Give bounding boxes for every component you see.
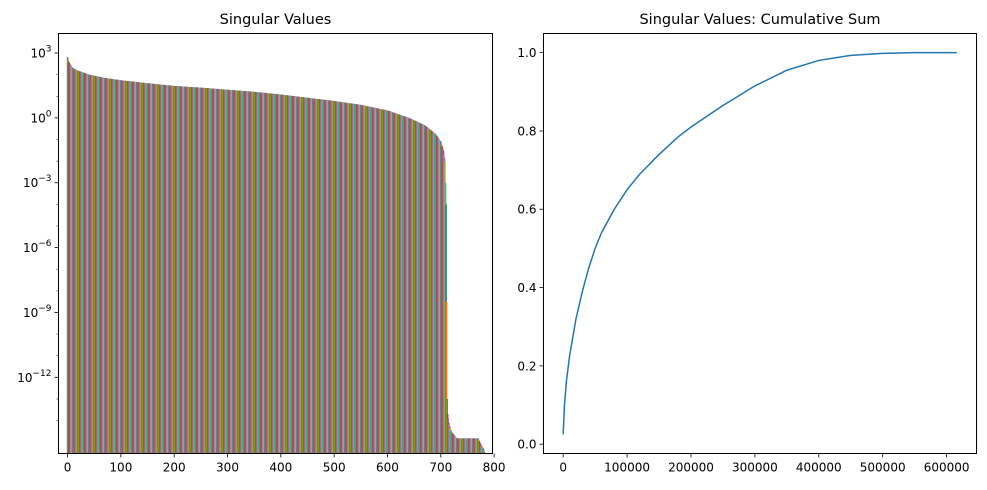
x-axis-cumulative-sum: 0 100000 200000 300000 400000 500000 600000: [559, 453, 970, 475]
panel-cumulative-sum: Singular Values: Cumulative Sum 0 100000 2…: [517, 12, 977, 475]
y-tick-label: 0.6: [517, 203, 536, 217]
x-tick-label: 100: [109, 461, 132, 475]
x-tick-label: 600000: [924, 461, 970, 475]
y-tick-label: 0.2: [517, 359, 536, 373]
x-tick-label: 200: [163, 461, 186, 475]
y-tick-label: 0.0: [517, 438, 536, 452]
y-tick-label: 0.4: [517, 281, 536, 295]
plot-area-singular-values: [66, 57, 486, 454]
x-tick-label: 300000: [732, 461, 778, 475]
axes-frame-cumulative-sum: [543, 33, 977, 454]
y-tick-label: 103: [30, 45, 51, 61]
y-tick-label: 10−12: [17, 369, 51, 385]
chart-title-singular-values: Singular Values: [220, 12, 332, 28]
y-tick-label: 10−3: [23, 174, 52, 190]
x-tick-label: 400000: [796, 461, 842, 475]
plot-area-cumulative-sum: [562, 51, 957, 435]
x-tick-label: 800: [483, 461, 506, 475]
y-tick-label: 10−6: [23, 239, 52, 255]
x-tick-label: 400: [269, 461, 292, 475]
x-tick-label: 100000: [604, 461, 650, 475]
chart-title-cumulative-sum: Singular Values: Cumulative Sum: [639, 12, 880, 28]
x-tick-label: 0: [559, 461, 567, 475]
x-tick-label: 600: [376, 461, 399, 475]
x-tick-label: 300: [216, 461, 239, 475]
axes-frame-singular-values: [58, 33, 493, 454]
x-tick-label: 500000: [860, 461, 906, 475]
y-axis-cumulative-sum: 0.0 0.2 0.4 0.6 0.8 1.0: [517, 46, 544, 452]
x-tick-label: 0: [64, 461, 72, 475]
panel-singular-values: Singular Values 0 100 200 300 400 500 600 700 80…: [17, 12, 505, 475]
x-axis-singular-values: 0 100 200 300 400 500 600 700 800: [64, 453, 506, 475]
x-tick-label: 700: [429, 461, 452, 475]
y-tick-label: 10−9: [23, 304, 52, 320]
y-tick-label: 0.8: [517, 124, 536, 138]
x-tick-label: 500: [323, 461, 346, 475]
y-axis-singular-values: 103 100 10−3 10−6 10−9 10−12: [17, 45, 59, 421]
cumulative-sum-line: [562, 51, 957, 435]
y-tick-label: 100: [30, 109, 51, 125]
x-tick-label: 200000: [668, 461, 714, 475]
y-tick-label: 1.0: [517, 46, 536, 60]
